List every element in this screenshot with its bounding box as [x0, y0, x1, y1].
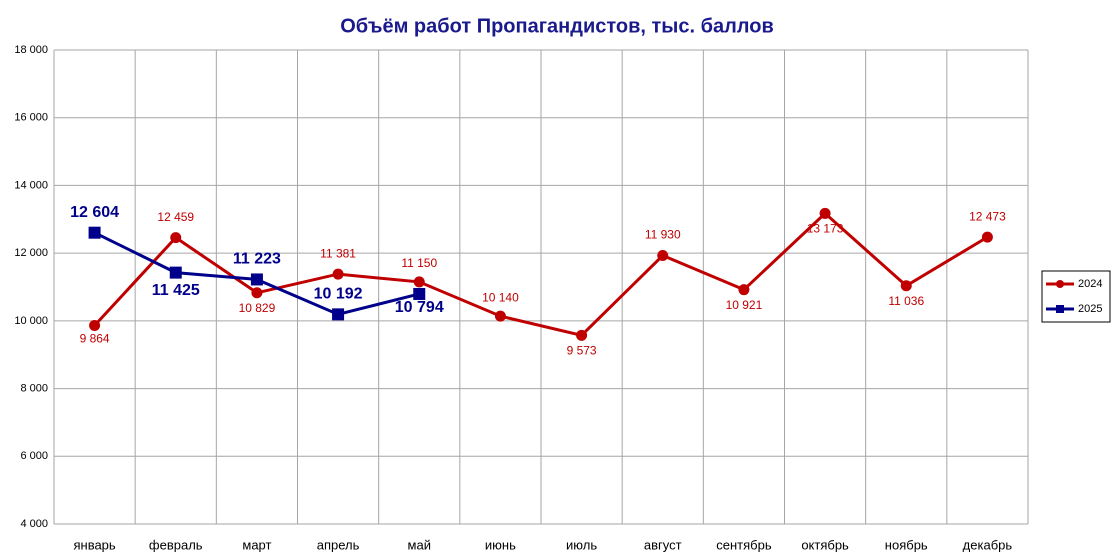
y-tick-label: 14 000: [14, 179, 48, 191]
data-label: 11 036: [888, 294, 924, 308]
point-marker: [332, 308, 345, 321]
legend-marker: [1056, 280, 1064, 288]
point-marker: [413, 276, 425, 288]
data-label: 10 921: [726, 298, 763, 312]
data-label: 11 930: [645, 228, 681, 242]
point-marker: [494, 310, 506, 322]
point-marker: [170, 232, 182, 244]
chart-title: Объём работ Пропагандистов, тыс. баллов: [340, 15, 774, 37]
x-tick-label: август: [644, 537, 682, 552]
data-label: 12 604: [70, 204, 119, 221]
point-marker: [819, 207, 831, 219]
legend-label: 2024: [1078, 278, 1102, 290]
data-label: 10 794: [395, 299, 444, 316]
data-label: 13 173: [807, 222, 844, 236]
point-marker: [981, 231, 993, 243]
point-marker: [169, 266, 182, 279]
data-label: 11 381: [320, 246, 356, 260]
x-tick-label: сентябрь: [716, 537, 772, 552]
data-label: 10 829: [239, 301, 276, 315]
data-label: 9 573: [567, 343, 597, 357]
data-label: 10 192: [314, 286, 363, 303]
data-label: 10 140: [482, 290, 519, 304]
x-tick-label: март: [242, 537, 271, 552]
point-marker: [250, 273, 263, 286]
point-marker: [413, 287, 426, 300]
x-tick-label: октябрь: [801, 537, 849, 552]
data-label: 11 425: [152, 282, 200, 299]
y-tick-label: 16 000: [14, 112, 48, 124]
x-tick-label: ноябрь: [885, 537, 928, 552]
series-line: [93, 211, 989, 337]
point-marker: [89, 319, 101, 331]
y-tick-label: 6 000: [20, 450, 48, 462]
y-tick-label: 18 000: [14, 44, 48, 56]
point-marker: [900, 280, 912, 292]
point-marker: [657, 250, 669, 262]
data-label: 12 459: [157, 210, 194, 224]
point-marker: [576, 329, 588, 341]
x-tick-label: май: [408, 537, 431, 552]
point-marker: [88, 226, 101, 239]
x-tick-label: декабрь: [963, 537, 1013, 552]
x-tick-label: январь: [73, 537, 115, 552]
x-tick-label: июнь: [485, 537, 516, 552]
y-tick-label: 12 000: [14, 247, 48, 259]
x-tick-label: февраль: [149, 537, 203, 552]
y-tick-label: 10 000: [14, 315, 48, 327]
legend-label: 2025: [1078, 303, 1102, 315]
point-marker: [251, 287, 263, 299]
legend-box: [1041, 270, 1111, 323]
data-label: 11 150: [401, 256, 437, 270]
legend-marker: [1056, 305, 1064, 313]
data-label: 11 223: [233, 251, 281, 268]
data-label: 9 864: [80, 332, 110, 346]
data-label: 12 473: [969, 209, 1006, 223]
y-tick-label: 4 000: [20, 518, 48, 530]
y-tick-label: 8 000: [20, 382, 48, 394]
point-marker: [332, 268, 344, 280]
x-tick-label: июль: [566, 537, 597, 552]
point-marker: [738, 284, 750, 296]
x-tick-label: апрель: [317, 537, 360, 552]
